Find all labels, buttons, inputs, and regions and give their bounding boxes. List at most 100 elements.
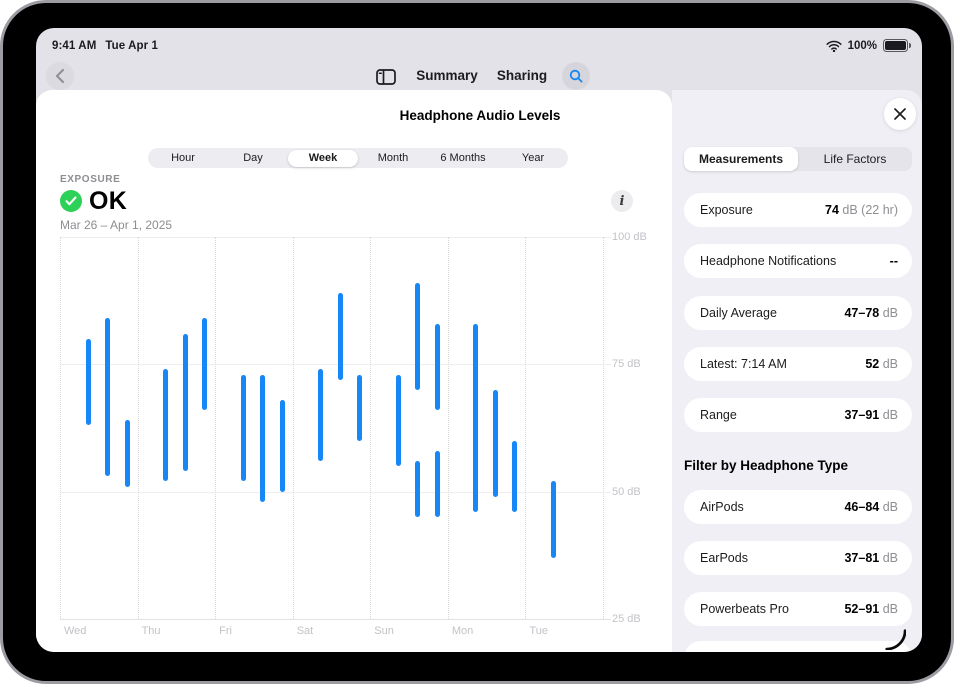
day-gridline: [525, 237, 527, 619]
filter-header: Filter by Headphone Type: [684, 458, 849, 473]
time-range-tab-year[interactable]: Year: [521, 152, 545, 164]
card-label: Latest: 7:14 AM: [700, 357, 787, 371]
measurement-card-range[interactable]: Range 37–91 dB: [684, 398, 912, 432]
search-icon: [569, 69, 583, 83]
exposure-bar-sat-72-89db: [337, 293, 343, 380]
chevron-left-icon: [56, 69, 64, 83]
x-tick-label-tue: Tue: [529, 625, 548, 637]
exposure-bar-wed-63-80db: [85, 338, 91, 426]
gridline-50db: [60, 491, 611, 493]
day-gridline: [603, 237, 604, 619]
navigation-bar: Summary Sharing: [36, 62, 922, 92]
exposure-bar-wed-53-84db: [105, 318, 110, 477]
corner-arc-mark: [885, 629, 906, 650]
exposure-status: OK: [89, 186, 128, 215]
measurement-card-exposure[interactable]: Exposure 74 dB (22 hr): [684, 193, 912, 227]
gridline-100db: [60, 237, 611, 238]
gridline-75db: [60, 364, 611, 366]
status-time: 9:41 AM: [52, 40, 97, 52]
headphone-type-card-powerbeats-pro[interactable]: Powerbeats Pro 52–91 dB: [684, 592, 912, 626]
x-tick-label-sun: Sun: [374, 625, 394, 637]
exposure-status-row: OK: [60, 186, 128, 215]
card-value: 52 dB: [865, 357, 898, 371]
card-label: Powerbeats Pro: [700, 602, 789, 616]
search-button[interactable]: [562, 62, 590, 90]
measurement-card-latest-7-14-am[interactable]: Latest: 7:14 AM 52 dB: [684, 347, 912, 381]
exposure-bar-fri-48-73db: [260, 374, 266, 502]
exposure-bar-tue-37-52db: [550, 481, 556, 558]
wifi-icon: [826, 40, 842, 52]
time-range-tab-6-months[interactable]: 6 Months: [440, 152, 486, 164]
headphone-type-card-earpods[interactable]: EarPods 37–81 dB: [684, 541, 912, 575]
y-tick-label: 75 dB: [612, 358, 641, 371]
tab-summary[interactable]: Summary: [416, 68, 478, 83]
exposure-bar-thu-52-74db: [163, 369, 169, 482]
info-button[interactable]: i: [611, 190, 633, 212]
exposure-bar-sun-55-73db: [395, 374, 401, 467]
tab-sharing[interactable]: Sharing: [496, 68, 548, 83]
exposure-bar-thu-66-84db: [202, 318, 208, 411]
card-label: Headphone Notifications: [700, 254, 837, 268]
sidebar-panel-icon: [376, 69, 396, 85]
measurement-card-daily-average[interactable]: Daily Average 47–78 dB: [684, 296, 912, 330]
exposure-range-chart[interactable]: 100 dB 75 dB 50 dB 25 dB Wed Thu Fri Sat Sun Mon T…: [36, 90, 672, 652]
x-tick-label-sat: Sat: [296, 625, 314, 637]
sidebar-toggle-button[interactable]: [374, 66, 398, 88]
card-label: Range: [700, 408, 737, 422]
day-gridline: [215, 237, 217, 619]
time-range-tab-month[interactable]: Month: [377, 152, 409, 164]
close-icon: [894, 108, 906, 120]
card-label: Exposure: [700, 203, 753, 217]
exposure-bar-thu-54-81db: [182, 333, 188, 472]
status-indicators: 100%: [826, 39, 911, 52]
y-tick-label: 100 dB: [612, 231, 647, 243]
exposure-bar-sun-70-91db: [415, 282, 421, 390]
exposure-bar-sun-45-58db: [434, 450, 440, 518]
day-gridline: [292, 237, 294, 619]
card-value: 37–91 dB: [844, 408, 898, 422]
card-value: 52–91 dB: [844, 602, 898, 616]
time-range-tab-hour[interactable]: Hour: [171, 152, 195, 164]
back-button[interactable]: [46, 62, 74, 90]
card-label: EarPods: [700, 551, 748, 565]
card-value: 37–81 dB: [844, 551, 898, 565]
battery-icon: [883, 39, 911, 52]
content-area: Headphone Audio Levels Hour Day Week Month 6…: [36, 90, 922, 652]
exposure-bar-fri-52-73db: [240, 374, 246, 482]
time-range-segmented-control: Hour Day Week Month 6 Months Year: [148, 148, 568, 168]
info-icon: i: [619, 193, 625, 209]
day-gridline: [447, 237, 449, 619]
measurements-side-panel: Measurements Life Factors Exposure 74 dB (…: [672, 90, 922, 652]
exposure-bar-mon-46-60db: [512, 440, 518, 513]
sidebar-tab-life-factors[interactable]: Life Factors: [823, 152, 887, 166]
x-tick-label-thu: Thu: [141, 625, 161, 637]
y-tick-label: 50 dB: [612, 485, 641, 498]
card-label: Daily Average: [700, 306, 777, 320]
day-gridline: [60, 237, 61, 619]
screen: 9:41 AM Tue Apr 1 100%: [36, 28, 922, 652]
sidebar-tab-measurements[interactable]: Measurements: [684, 147, 798, 171]
exposure-bar-sat-56-74db: [318, 369, 324, 462]
close-button[interactable]: [884, 98, 916, 130]
exposure-bar-wed-51-64db: [124, 420, 130, 487]
page-title: Headphone Audio Levels: [399, 108, 561, 123]
status-date: Tue Apr 1: [105, 40, 159, 52]
exposure-bar-sun-45-56db: [415, 461, 421, 518]
card-value: 46–84 dB: [844, 500, 898, 514]
battery-percent: 100%: [847, 39, 877, 52]
measurement-card-headphone-notifications[interactable]: Headphone Notifications --: [684, 244, 912, 278]
checkmark-circle-icon: [60, 190, 82, 212]
card-value: 74 dB (22 hr): [825, 203, 898, 217]
exposure-bar-mon-46-83db: [473, 323, 479, 513]
day-gridline: [137, 237, 139, 619]
card-value: --: [889, 254, 898, 268]
day-gridline: [370, 237, 372, 619]
headphone-type-card-airpods[interactable]: AirPods 46–84 dB: [684, 490, 912, 524]
time-range-tab-day[interactable]: Day: [243, 152, 263, 164]
exposure-bar-sat-60-73db: [357, 374, 363, 441]
headphone-audio-levels-panel: Headphone Audio Levels Hour Day Week Month 6…: [36, 90, 672, 652]
partially-visible-card[interactable]: [684, 641, 912, 652]
time-range-tab-week[interactable]: Week: [288, 149, 358, 167]
x-tick-label-wed: Wed: [64, 625, 87, 637]
